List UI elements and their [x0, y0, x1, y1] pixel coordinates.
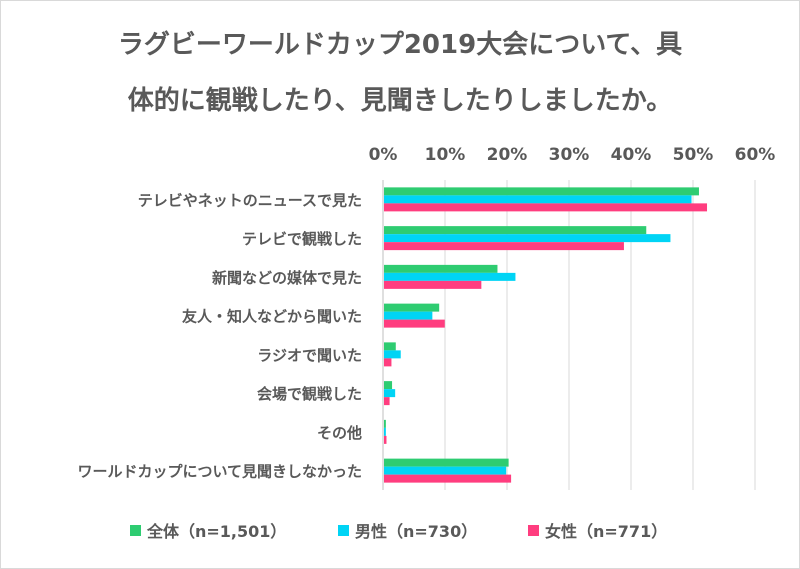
bar	[384, 474, 512, 483]
category-label: 新聞などの媒体で見た	[212, 269, 362, 287]
category-label: ラジオで聞いた	[257, 346, 362, 364]
bar	[384, 272, 516, 281]
x-tick-label: 0%	[369, 145, 398, 165]
x-tick-label: 30%	[549, 145, 590, 165]
chart-title-line-2: 体的に観戦したり、見聞きしたりしましたか。	[127, 86, 673, 116]
bar	[384, 226, 647, 235]
bar	[384, 264, 498, 273]
bar	[384, 397, 390, 406]
x-tick-label: 10%	[425, 145, 466, 165]
x-tick-label: 60%	[735, 145, 776, 165]
legend-label-female: 女性（n=771）	[545, 522, 668, 541]
legend-item-female: 女性（n=771）	[528, 518, 667, 542]
bar	[384, 435, 387, 444]
bar	[384, 342, 396, 351]
legend-item-all: 全体（n=1,501）	[130, 518, 286, 542]
bar	[384, 203, 708, 212]
category-label: その他	[317, 424, 362, 442]
legend-swatch-all	[130, 524, 141, 536]
legend: 全体（n=1,501） 男性（n=730） 女性（n=771）	[0, 518, 800, 548]
bar	[384, 242, 624, 251]
bar	[384, 311, 433, 320]
bar	[384, 234, 671, 243]
legend-swatch-male	[338, 524, 349, 536]
category-label: テレビやネットのニュースで見た	[138, 191, 362, 209]
x-tick-label: 20%	[487, 145, 528, 165]
bar	[384, 389, 396, 398]
bar	[384, 195, 692, 204]
bar	[384, 458, 509, 467]
category-label: テレビで観戦した	[242, 230, 362, 248]
x-tick-label: 50%	[673, 145, 714, 165]
bar	[384, 319, 445, 328]
chart-title-line-1: ラグビーワールドカップ2019大会について、具	[117, 30, 683, 60]
bar	[384, 358, 392, 367]
x-tick-label: 40%	[611, 145, 652, 165]
category-label: ワールドカップについて見聞きしなかった	[77, 463, 362, 481]
category-label: 会場で観戦した	[257, 385, 362, 403]
bar	[384, 187, 699, 196]
category-label: 友人・知人などから聞いた	[182, 308, 362, 326]
bar	[384, 466, 507, 475]
legend-swatch-female	[528, 524, 539, 536]
legend-item-male: 男性（n=730）	[338, 518, 477, 542]
bar	[384, 427, 386, 436]
legend-label-male: 男性（n=730）	[355, 522, 478, 541]
bar	[384, 381, 393, 390]
legend-label-all: 全体（n=1,501）	[147, 522, 287, 541]
bar	[384, 280, 482, 289]
bar	[384, 350, 401, 359]
bar	[384, 303, 440, 312]
bar	[384, 419, 386, 428]
